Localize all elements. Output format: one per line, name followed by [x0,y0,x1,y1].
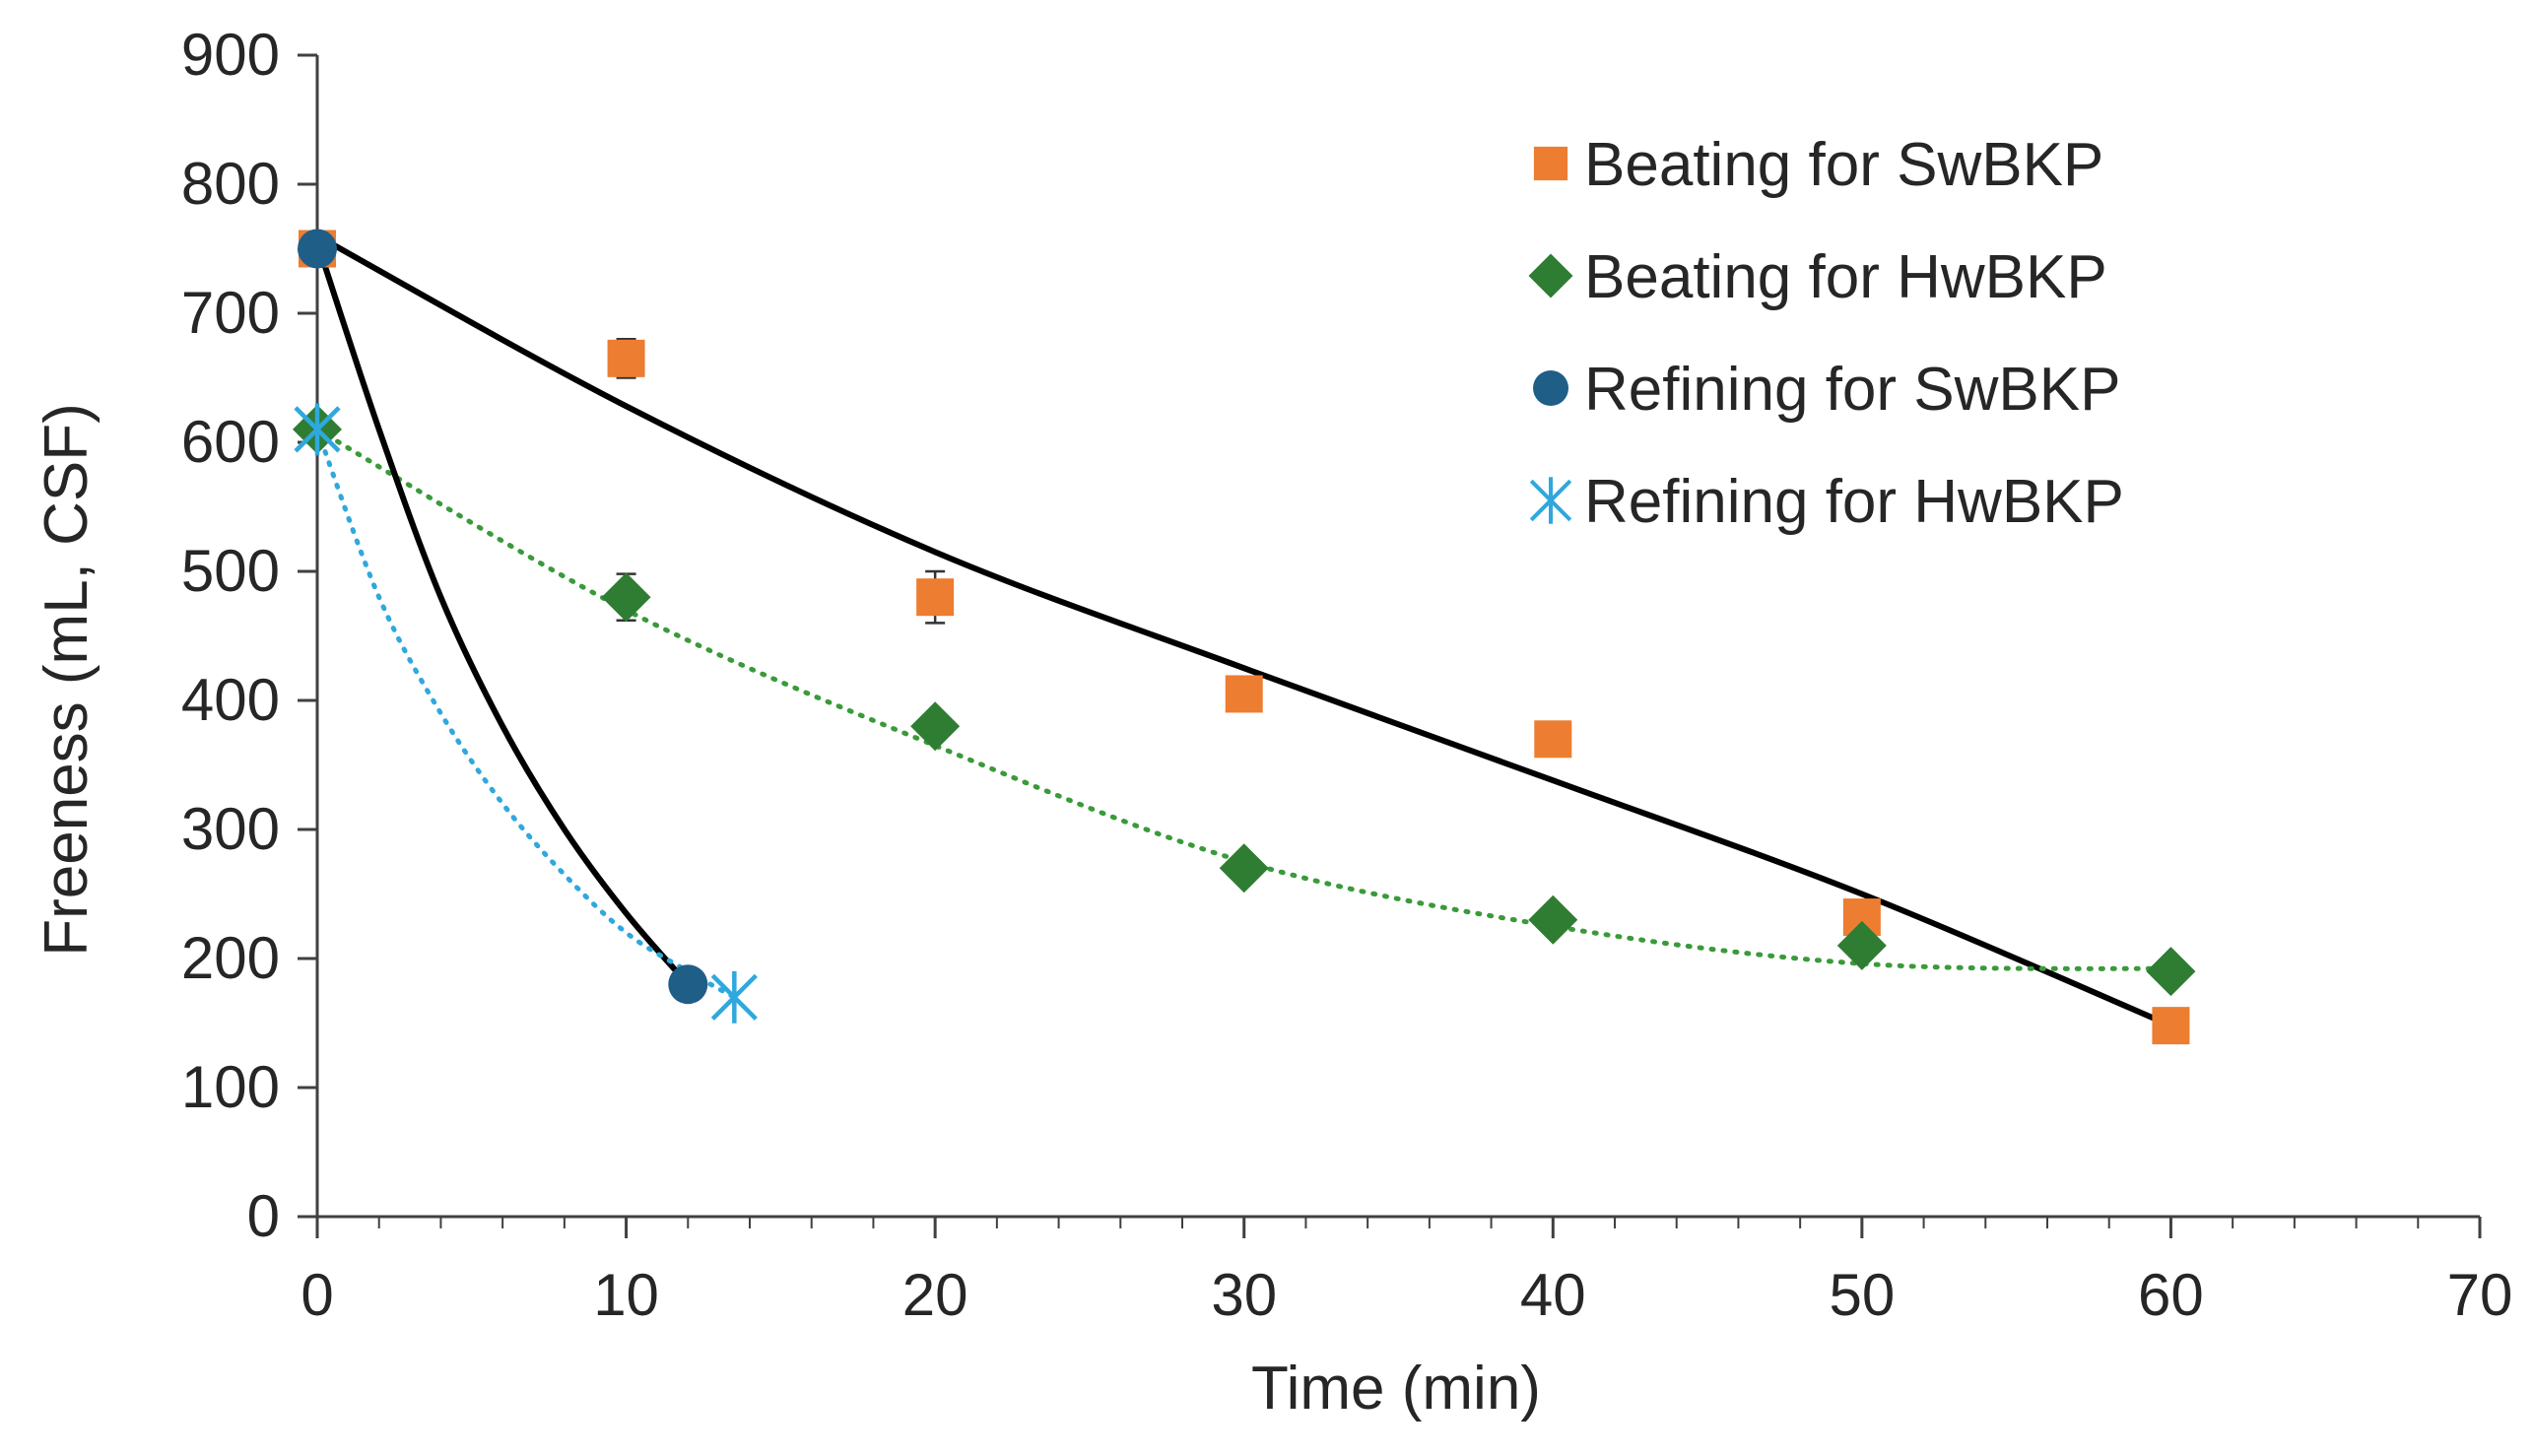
trendline-series-1 [314,232,2174,1029]
legend: Beating for SwBKP Beating for HwBKP Refini… [1528,131,2124,536]
point-series-2 [2146,947,2196,997]
legend-marker-4 [1529,477,1572,524]
diamond-marker [1528,894,1578,945]
x-tick-label: 30 [1211,1262,1277,1328]
point-series-3 [298,229,337,269]
x-tick-label: 0 [300,1262,333,1328]
y-tick-label: 700 [181,280,280,346]
point-series-4 [294,403,341,456]
y-tick-label: 100 [181,1054,280,1120]
point-series-1 [1225,675,1263,713]
legend-label-3: Refining for SwBKP [1584,356,2120,424]
legend-marker-3 [1533,370,1568,406]
y-tick-label: 300 [181,796,280,862]
square-marker [916,578,955,617]
y-tick-label: 0 [247,1183,280,1249]
square-marker [2152,1007,2190,1045]
y-tick-label: 200 [181,925,280,991]
diamond-marker [2146,947,2196,997]
data-marks [293,229,2196,1045]
y-axis-title: Freeness (mL, CSF) [33,403,100,957]
circle-marker [1533,370,1568,406]
y-tick-label: 400 [181,667,280,733]
trendline-series-3 [314,238,692,988]
legend-label-1: Beating for SwBKP [1584,131,2103,199]
legend-label-2: Beating for HwBKP [1584,243,2107,311]
x-axis-title: Time (min) [1251,1355,1541,1423]
diamond-marker [1219,843,1269,893]
diamond-marker [910,701,961,752]
legend-marker-1 [1533,146,1568,181]
trendlines [314,232,2174,1029]
diamond-marker [1528,253,1573,298]
square-marker [607,339,645,377]
trendline-series-4 [314,427,737,1000]
point-series-2 [1219,843,1269,893]
diamond-marker [601,572,651,623]
square-marker [1533,146,1568,181]
y-tick-label: 500 [181,538,280,604]
point-series-1 [607,339,645,377]
square-marker [1225,675,1263,713]
point-series-2 [601,572,651,623]
circle-marker [668,964,708,1005]
legend-marker-2 [1528,253,1573,298]
y-tick-label: 800 [181,151,280,217]
axes: 0 100 200 300 400 500 600 700 800 900 0 10 20 30 40 50 6… [181,22,2512,1328]
diamond-marker [1836,920,1887,970]
x-tick-label: 20 [902,1262,968,1328]
point-series-1 [2152,1007,2190,1045]
point-series-1 [1534,720,1572,759]
point-series-2 [1528,894,1578,945]
x-tick-label: 40 [1520,1262,1586,1328]
point-series-1 [916,578,955,617]
legend-label-4: Refining for HwBKP [1584,468,2124,536]
x-tick-label: 50 [1829,1262,1895,1328]
circle-marker [298,229,337,269]
y-tick-label: 600 [181,409,280,475]
x-tick-label: 60 [2138,1262,2204,1328]
x-tick-label: 10 [593,1262,659,1328]
point-series-2 [1836,920,1887,970]
point-series-3 [668,964,708,1005]
trendline-series-2 [314,427,2173,971]
point-series-4 [710,970,758,1024]
y-tick-label: 900 [181,22,280,88]
square-marker [1534,720,1572,759]
x-tick-label: 70 [2447,1262,2513,1328]
point-series-2 [910,701,961,752]
